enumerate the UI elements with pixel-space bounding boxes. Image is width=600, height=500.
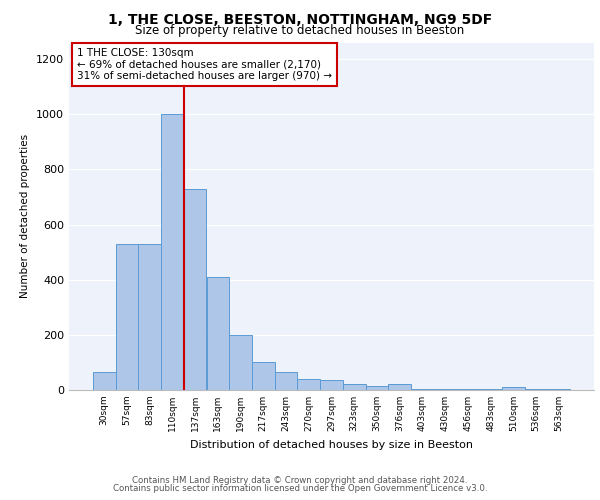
Bar — [275, 372, 298, 390]
Bar — [343, 384, 365, 390]
Bar — [116, 244, 139, 390]
Text: 1 THE CLOSE: 130sqm
← 69% of detached houses are smaller (2,170)
31% of semi-det: 1 THE CLOSE: 130sqm ← 69% of detached ho… — [77, 48, 332, 81]
Bar — [457, 388, 479, 390]
X-axis label: Distribution of detached houses by size in Beeston: Distribution of detached houses by size … — [190, 440, 473, 450]
Bar — [139, 244, 161, 390]
Bar — [365, 386, 388, 390]
Bar — [388, 384, 411, 390]
Bar — [252, 362, 275, 390]
Bar — [434, 388, 457, 390]
Bar — [93, 372, 116, 390]
Bar — [411, 388, 434, 390]
Bar — [206, 277, 229, 390]
Text: Contains HM Land Registry data © Crown copyright and database right 2024.: Contains HM Land Registry data © Crown c… — [132, 476, 468, 485]
Bar — [229, 335, 252, 390]
Bar — [320, 380, 343, 390]
Text: Contains public sector information licensed under the Open Government Licence v3: Contains public sector information licen… — [113, 484, 487, 493]
Bar — [298, 379, 320, 390]
Text: 1, THE CLOSE, BEESTON, NOTTINGHAM, NG9 5DF: 1, THE CLOSE, BEESTON, NOTTINGHAM, NG9 5… — [108, 12, 492, 26]
Y-axis label: Number of detached properties: Number of detached properties — [20, 134, 31, 298]
Bar — [502, 387, 524, 390]
Bar — [161, 114, 184, 390]
Bar — [184, 188, 206, 390]
Bar — [547, 388, 570, 390]
Text: Size of property relative to detached houses in Beeston: Size of property relative to detached ho… — [136, 24, 464, 37]
Bar — [479, 388, 502, 390]
